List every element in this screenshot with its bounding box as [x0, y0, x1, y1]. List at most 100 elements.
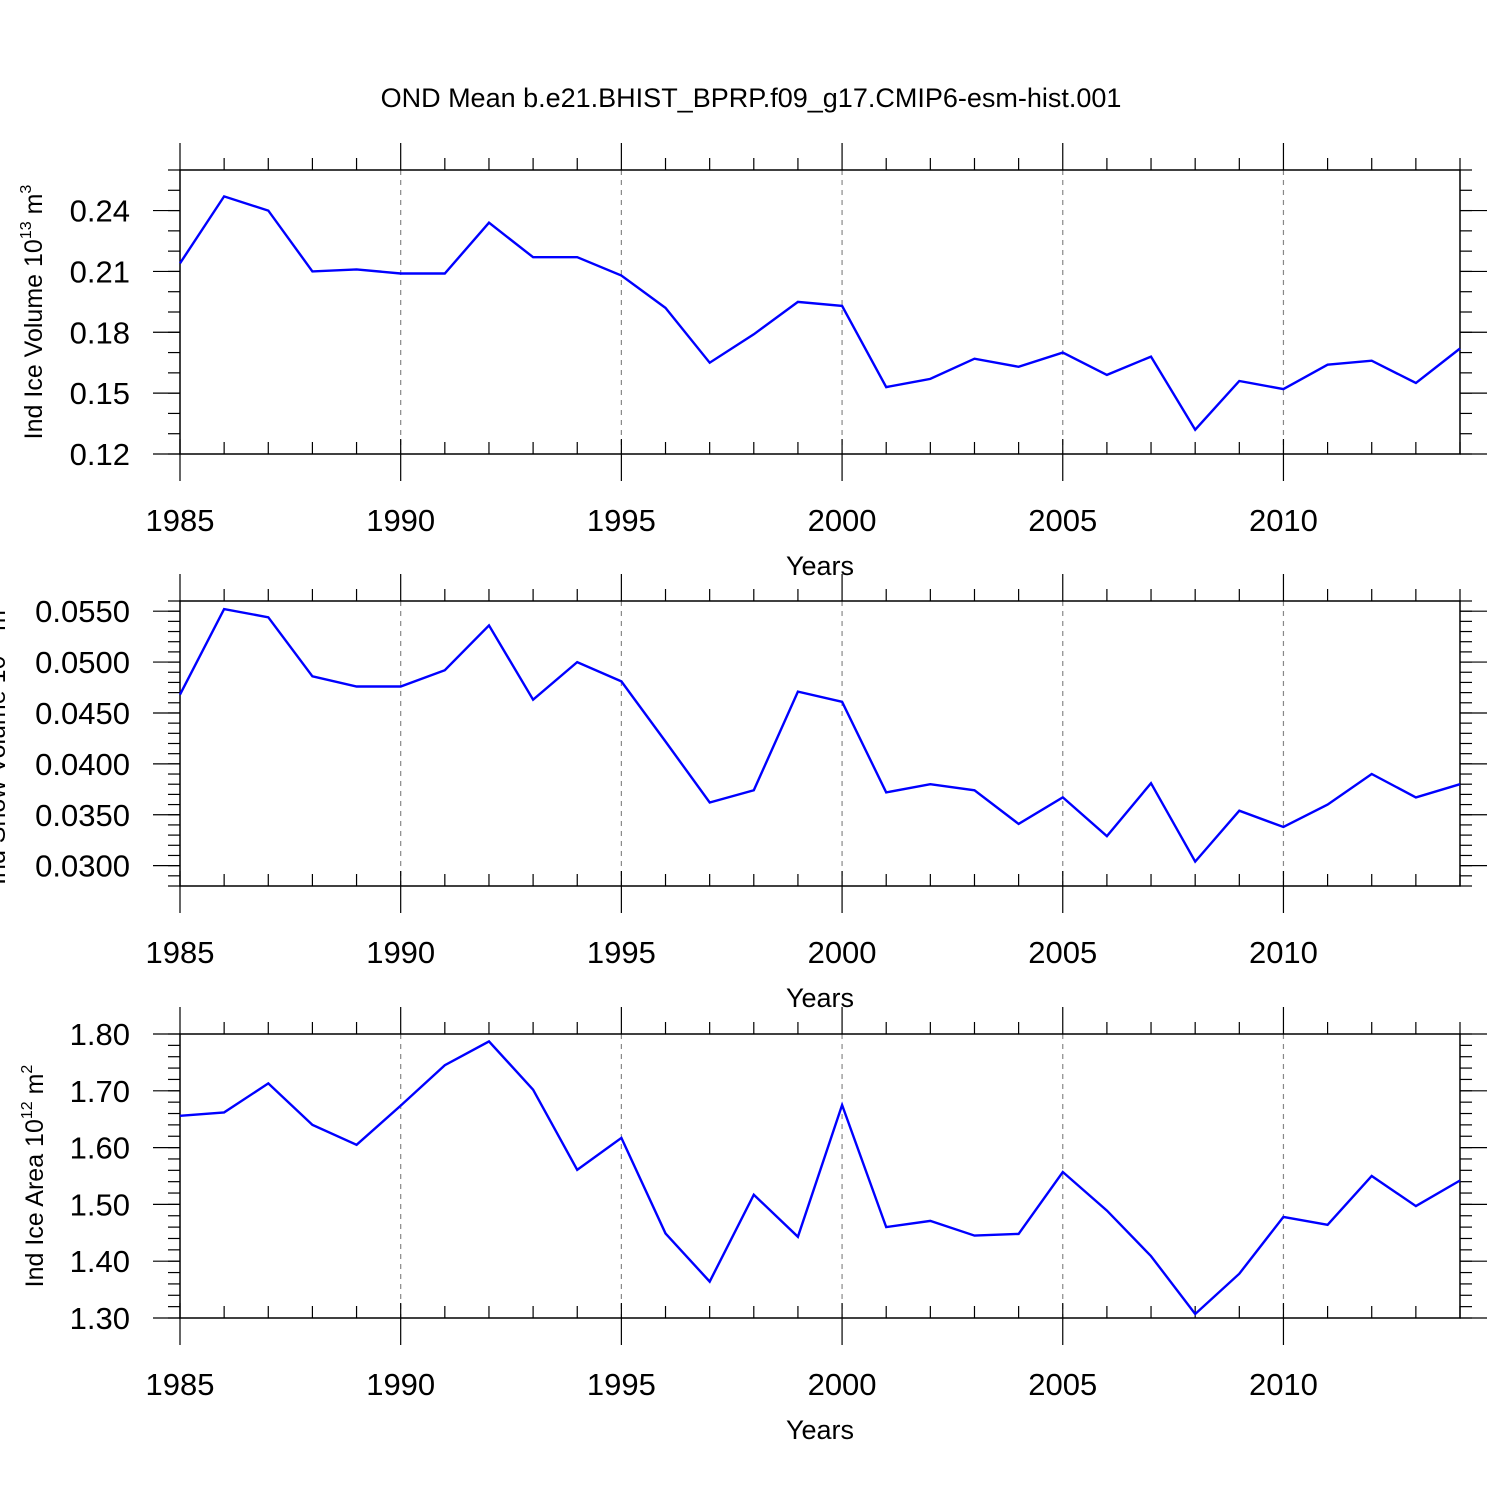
data-point [1105, 373, 1109, 377]
data-point [1458, 782, 1462, 786]
y-tick-label: 1.40 [70, 1244, 130, 1279]
plot-frame [179, 169, 1461, 455]
y-axis-label: Ind Snow Volume 1013 m3 [0, 601, 11, 885]
x-tick-label: 1990 [366, 503, 435, 538]
data-point [178, 693, 182, 697]
y-axis-label: Ind Ice Volume 1013 m3 [18, 185, 48, 440]
data-point [973, 1234, 977, 1238]
data-point [355, 267, 359, 271]
x-tick-label: 1995 [587, 503, 656, 538]
data-point [575, 1168, 579, 1172]
data-point [531, 698, 535, 702]
data-point [708, 801, 712, 805]
data-point [796, 300, 800, 304]
y-tick-label: 0.0500 [35, 645, 130, 680]
data-point [222, 1110, 226, 1114]
x-tick-label: 1995 [587, 935, 656, 970]
data-point [575, 660, 579, 664]
y-axis-label: Ind Ice Area 1012 m2 [19, 1065, 49, 1288]
data-point [399, 1104, 403, 1108]
plot-frame [179, 1033, 1461, 1319]
data-point [1370, 772, 1374, 776]
y-tick-label: 1.30 [70, 1301, 130, 1336]
data-point [928, 782, 932, 786]
panel-snow-volume: 0.0300 0.0350 0.0400 0.0450 0.0500 0.0550 1985… [0, 574, 1487, 1013]
y-tick-label: 1.60 [70, 1131, 130, 1166]
x-tick-label: 2005 [1028, 935, 1097, 970]
data-point [1061, 795, 1065, 799]
data-point [531, 255, 535, 259]
data-point [884, 790, 888, 794]
data-point [1281, 825, 1285, 829]
data-point [222, 607, 226, 611]
data-point [399, 272, 403, 276]
x-tick-label: 2010 [1249, 935, 1318, 970]
data-point [619, 1136, 623, 1140]
data-point [1414, 381, 1418, 385]
data-point [1458, 347, 1462, 351]
data-point [1281, 1215, 1285, 1219]
data-point [266, 209, 270, 213]
data-point [487, 1039, 491, 1043]
y-tick-label: 0.0400 [35, 747, 130, 782]
y-tick-label: 0.15 [70, 376, 130, 411]
data-point [1017, 1232, 1021, 1236]
series-line-ice-area [179, 1039, 1461, 1316]
y-tick-label: 0.0300 [35, 849, 130, 884]
data-point [708, 361, 712, 365]
data-point [664, 740, 668, 744]
data-point [1017, 365, 1021, 369]
data-point [443, 1063, 447, 1067]
y-tick-label: 0.18 [70, 315, 130, 350]
x-tick-label: 1985 [146, 935, 215, 970]
data-point [1326, 803, 1330, 807]
data-point [531, 1088, 535, 1092]
x-tick-label: 1985 [146, 1367, 215, 1402]
data-point [619, 679, 623, 683]
data-point [840, 1103, 844, 1107]
data-point [1237, 809, 1241, 813]
data-point [266, 615, 270, 619]
x-tick-label: 1995 [587, 1367, 656, 1402]
data-point [973, 788, 977, 792]
data-point [1370, 1174, 1374, 1178]
y-tick-label: 0.21 [70, 254, 130, 289]
data-point [752, 332, 756, 336]
data-point [1061, 351, 1065, 355]
data-point [619, 274, 623, 278]
data-point [178, 261, 182, 265]
y-tick-label: 0.0350 [35, 798, 130, 833]
data-point [1370, 359, 1374, 363]
plot-frame [179, 600, 1461, 887]
x-axis-label: Years [786, 551, 854, 581]
data-point [928, 1219, 932, 1223]
data-point [222, 194, 226, 198]
data-point [443, 668, 447, 672]
data-point [840, 304, 844, 308]
data-point [752, 1193, 756, 1197]
data-point [266, 1081, 270, 1085]
y-tick-label: 1.80 [70, 1017, 130, 1052]
data-point [487, 221, 491, 225]
data-point [1193, 860, 1197, 864]
data-point [487, 623, 491, 627]
data-point [399, 685, 403, 689]
data-point [664, 306, 668, 310]
y-tick-label: 1.50 [70, 1187, 130, 1222]
data-point [1281, 387, 1285, 391]
data-point [1193, 1312, 1197, 1316]
x-tick-label: 1990 [366, 935, 435, 970]
x-tick-label: 2005 [1028, 1367, 1097, 1402]
x-tick-label: 2000 [808, 503, 877, 538]
data-point [443, 272, 447, 276]
x-tick-label: 1990 [366, 1367, 435, 1402]
x-axis-label: Years [786, 983, 854, 1013]
data-point [708, 1280, 712, 1284]
data-point [575, 255, 579, 259]
y-tick-label: 0.0550 [35, 594, 130, 629]
data-point [1458, 1179, 1462, 1183]
data-point [796, 1235, 800, 1239]
data-point [1149, 1254, 1153, 1258]
chart-title: OND Mean b.e21.BHIST_BPRP.f09_g17.CMIP6-… [381, 83, 1122, 113]
